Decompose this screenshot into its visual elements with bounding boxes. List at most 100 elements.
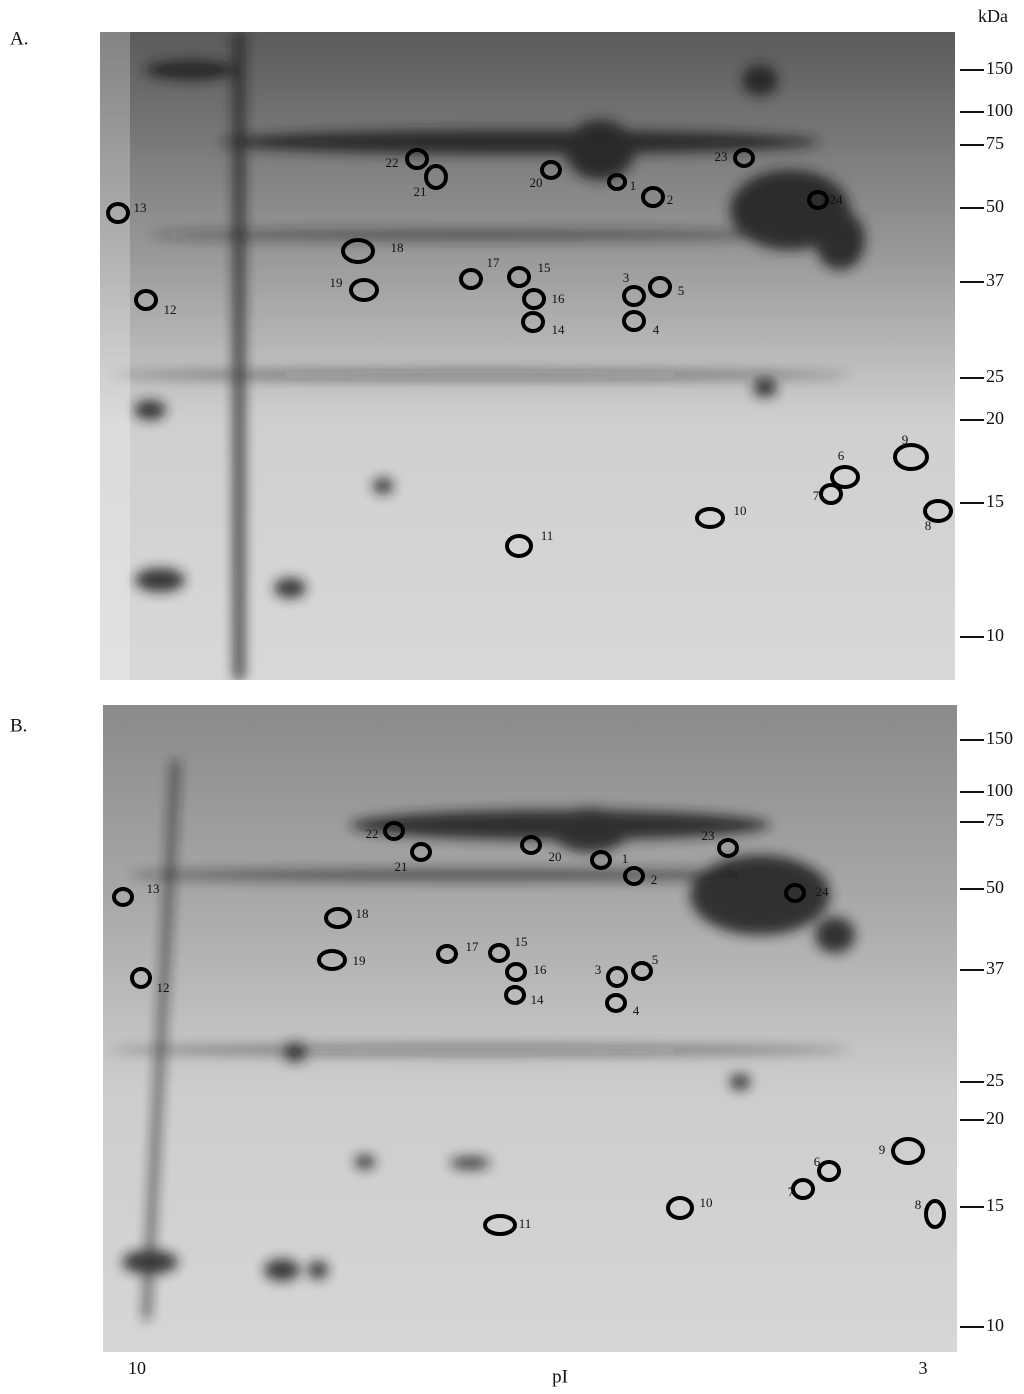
spot-label: 20: [530, 175, 543, 190]
spot-circle: [830, 465, 860, 489]
spot-label: 16: [552, 291, 566, 306]
mass-marker-label: 100: [986, 100, 1013, 120]
spot-circle: [383, 821, 405, 841]
spot-label: 18: [391, 240, 404, 255]
spot-label: 7: [813, 488, 820, 503]
spot-circle: [505, 534, 533, 558]
spot-circle: [405, 148, 429, 170]
spot-label: 24: [830, 192, 844, 207]
spot-circle: [459, 268, 483, 290]
spot-label: 1: [622, 851, 629, 866]
spot-label: 14: [552, 322, 566, 337]
spot-circle: [606, 966, 628, 988]
spot-circle: [424, 164, 448, 190]
spot-label: 23: [702, 828, 715, 843]
spot-circle: [791, 1178, 815, 1200]
spot-label: 2: [667, 192, 674, 207]
mass-marker-label: 37: [986, 958, 1004, 978]
spot-label: 8: [915, 1197, 922, 1212]
mass-marker-label: 25: [986, 366, 1004, 386]
spot-label: 19: [353, 953, 366, 968]
mass-marker-label: 20: [986, 408, 1004, 428]
spot-circle: [540, 160, 562, 180]
spot-label: 13: [134, 200, 147, 215]
spot-circle: [590, 850, 612, 870]
spot-circle: [349, 278, 379, 302]
spot-label: 21: [395, 859, 408, 874]
spot-label: 10: [700, 1195, 713, 1210]
mass-marker-label: 37: [986, 270, 1004, 290]
spot-circle: [733, 148, 755, 168]
spot-circle: [483, 1214, 517, 1236]
spot-label: 6: [838, 448, 845, 463]
mass-marker-label: 20: [986, 1108, 1004, 1128]
spot-circle: [112, 887, 134, 907]
spot-circle: [134, 289, 158, 311]
spot-circle: [924, 1199, 946, 1229]
spot-circle: [622, 310, 646, 332]
spot-circle: [505, 962, 527, 982]
spot-label: 15: [515, 934, 528, 949]
spot-circle: [819, 483, 843, 505]
spot-circle: [622, 285, 646, 307]
spot-circle: [923, 499, 953, 523]
spot-label: 4: [653, 322, 660, 337]
spot-label: 2: [651, 872, 658, 887]
spot-circle: [891, 1137, 925, 1165]
spot-label: 1: [630, 178, 637, 193]
spot-label: 3: [595, 962, 602, 977]
pi-axis-label: pI: [552, 1366, 568, 1387]
spot-label: 11: [541, 528, 554, 543]
spot-circle: [605, 993, 627, 1013]
spot-label: 13: [147, 881, 160, 896]
mass-marker-label: 25: [986, 1070, 1004, 1090]
spot-label: 14: [531, 992, 545, 1007]
spot-label: 18: [356, 906, 369, 921]
panel-label: B.: [10, 715, 27, 736]
spot-circle: [717, 838, 739, 858]
spot-circle: [504, 985, 526, 1005]
spot-circle: [130, 967, 152, 989]
spot-label: 17: [487, 255, 501, 270]
spot-label: 21: [414, 184, 427, 199]
spot-circle: [817, 1160, 841, 1182]
spot-label: 24: [816, 884, 830, 899]
mass-unit: kDa: [978, 6, 1008, 26]
spot-circle: [522, 288, 546, 310]
spot-circle: [521, 311, 545, 333]
spot-circle: [436, 944, 458, 964]
spot-label: 5: [678, 283, 685, 298]
spot-label: 3: [623, 270, 630, 285]
mass-marker-label: 10: [986, 1315, 1004, 1335]
spot-circle: [520, 835, 542, 855]
spot-label: 15: [538, 260, 551, 275]
spot-circle: [641, 186, 665, 208]
pi-right: 3: [919, 1358, 928, 1378]
spot-circle: [607, 173, 627, 191]
spot-circle: [317, 949, 347, 971]
spot-circle: [324, 907, 352, 929]
panel-label: A.: [10, 28, 28, 49]
spot-label: 4: [633, 1003, 640, 1018]
spot-label: 7: [788, 1184, 795, 1199]
mass-marker-label: 75: [986, 133, 1004, 153]
mass-marker-label: 10: [986, 625, 1004, 645]
spot-circle: [410, 842, 432, 862]
spot-label: 8: [925, 518, 932, 533]
spot-label: 22: [366, 826, 379, 841]
spot-label: 20: [549, 849, 562, 864]
spot-label: 6: [814, 1154, 821, 1169]
mass-marker-label: 100: [986, 780, 1013, 800]
spot-circle: [666, 1196, 694, 1220]
spot-label: 17: [466, 939, 480, 954]
spot-label: 22: [386, 155, 399, 170]
spot-label: 19: [330, 275, 343, 290]
mass-marker-label: 150: [986, 728, 1013, 748]
spot-circle: [341, 238, 375, 264]
spot-label: 5: [652, 952, 659, 967]
spot-circle: [106, 202, 130, 224]
spot-label: 12: [157, 980, 170, 995]
mass-marker-label: 150: [986, 58, 1013, 78]
